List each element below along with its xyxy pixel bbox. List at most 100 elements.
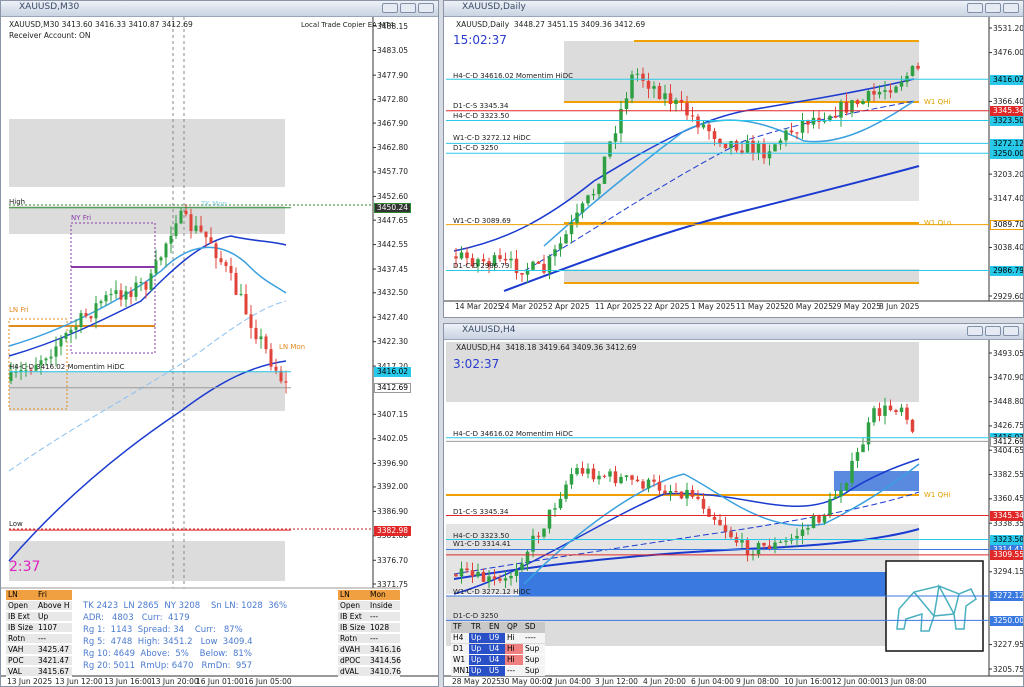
candle [899,407,904,413]
date-label: 13 Jun 08:00 [879,677,927,686]
candle [696,116,700,128]
table-cell: VAH [6,645,36,655]
candle [531,261,535,270]
candle [264,336,268,350]
candle [756,143,761,154]
table-cell: SD [523,622,545,633]
candle [470,570,475,577]
candle [580,203,585,213]
price-label: 3457.70 [377,167,409,177]
table-cell: MN1 [451,666,470,676]
minimize-button[interactable] [967,3,983,13]
candle [619,108,623,134]
candle [164,243,168,258]
maximize-button[interactable] [985,326,1001,336]
chart-label: High [9,198,26,206]
candle [668,491,673,494]
candle [69,329,73,333]
candle [624,98,629,109]
logo-box [885,560,984,652]
window-title: XAUUSD,H4 [462,325,516,335]
price-label: 3427.40 [377,312,409,322]
close-button[interactable] [418,3,434,13]
candle [74,327,78,330]
table-cell: Hi [505,644,523,654]
candle [586,195,590,204]
date-label: 13 Jun 2025 [7,677,53,686]
maximize-button[interactable] [400,3,416,13]
candle [64,332,68,339]
candle [259,336,263,340]
date-label: 16 Jun 01:00 [196,677,244,686]
candle [284,381,288,383]
candle [910,65,915,76]
zone [564,269,919,283]
table-cell: 1028 [368,623,400,633]
candle [646,80,651,89]
candle [839,101,843,118]
candle [679,99,684,103]
price-level-label: 3450.24 [374,203,412,214]
price-level-label: 3089.70 [990,220,1023,231]
candle [194,225,198,232]
maximize-button[interactable] [985,3,1001,13]
candle [828,115,832,121]
candle [199,225,203,232]
price-label: 3462.80 [377,143,409,153]
candle [179,210,183,224]
candle [520,273,524,275]
candle [729,531,733,538]
date-label: 14 Mar 2025 [455,302,503,311]
stats-line: Rg 5: 4748 High: 3451.2 Low 3409.4 [83,637,253,647]
candle [888,405,893,411]
close-button[interactable] [1003,326,1019,336]
candle [685,489,689,499]
candle [189,214,193,232]
candle [668,93,673,105]
candle [800,120,805,133]
candle [652,479,656,482]
candle [800,529,805,536]
price-label: 3203.20 [993,169,1024,179]
candle [219,258,223,263]
candle [828,498,832,516]
candle [635,479,640,482]
m30-canvas [1,17,438,677]
minimize-button[interactable] [382,3,398,13]
candle [734,141,739,151]
candle [905,407,909,420]
date-label: 1 May 2025 [691,302,736,311]
table-cell: W1 [451,655,469,665]
chart-header: XAUUSD,Daily 3448.27 3451.15 3409.36 341… [456,20,646,29]
price-level-label: 3416.02 [990,74,1023,85]
table-cell: dPOC [338,656,368,666]
candle [718,139,722,145]
candle [778,140,783,145]
minimize-button[interactable] [967,326,983,336]
table-cell: Open [338,601,368,611]
candle [861,444,865,453]
candle [762,542,766,546]
candle [784,540,788,542]
candle [279,370,283,382]
chart-label: H4-C-D 3416.02 Momentim HiDC [9,363,125,371]
ma-line [523,463,920,585]
candle [154,260,158,274]
close-button[interactable] [1003,3,1019,13]
candle [224,262,228,267]
candle [558,243,563,250]
price-label: 3205.75 [993,664,1024,674]
stats-line: Rg 10: 4649 Above: 5% Below: 81% [83,649,252,659]
candle [254,327,258,340]
table-cell: Rotn [338,634,368,644]
zone [9,541,285,581]
candle [54,346,58,357]
candle [894,86,898,93]
table-cell: EN [487,622,505,633]
price-label: 3392.00 [377,482,409,492]
candle [591,468,596,480]
candle [707,124,711,132]
candle [586,468,590,474]
candle [558,498,563,509]
candle [778,541,783,543]
